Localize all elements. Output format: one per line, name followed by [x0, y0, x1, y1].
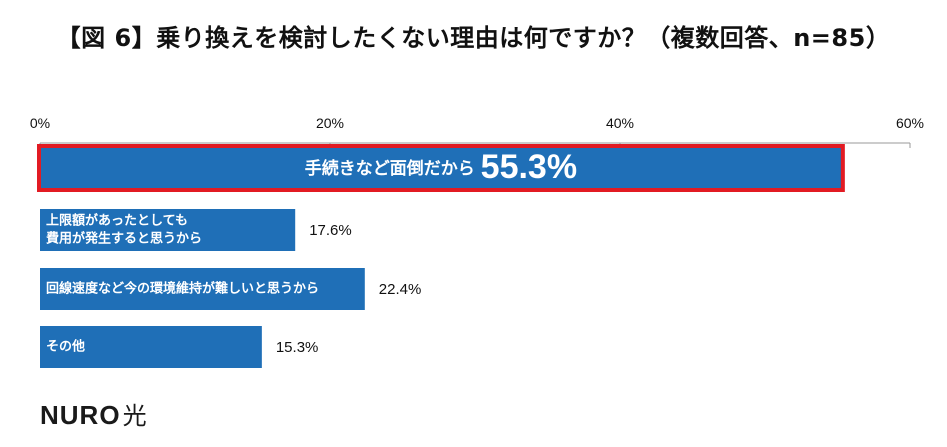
bar	[40, 268, 365, 310]
value-label: 55.3%	[481, 148, 577, 186]
nuro-logo: NURO光	[40, 396, 148, 431]
value-label: 17.6%	[309, 222, 352, 239]
category-label: 上限額があったとしても	[46, 213, 188, 229]
logo-brand: NURO	[40, 400, 121, 430]
category-label: 費用が発生すると思うから	[46, 231, 202, 247]
value-label: 22.4%	[379, 281, 422, 298]
bar	[40, 148, 842, 188]
highlight-border	[37, 144, 845, 192]
x-tick-label: 0%	[30, 115, 50, 131]
category-label: 回線速度など今の環境維持が難しいと思うから	[46, 281, 319, 297]
bar	[40, 326, 262, 368]
x-tick-label: 40%	[606, 115, 634, 131]
value-label: 15.3%	[276, 339, 319, 356]
highlight-label: 手続きなど面倒だから 55.3%	[305, 148, 577, 186]
x-tick-label: 20%	[316, 115, 344, 131]
chart-title: 【図 6】乗り換えを検討したくない理由は何ですか？（複数回答、n=85）	[56, 24, 891, 52]
category-label: 手続きなど面倒だから	[305, 158, 481, 179]
logo-suffix: 光	[122, 402, 148, 430]
x-tick-label: 60%	[896, 115, 924, 131]
category-label: その他	[46, 339, 85, 355]
bar	[40, 209, 296, 251]
